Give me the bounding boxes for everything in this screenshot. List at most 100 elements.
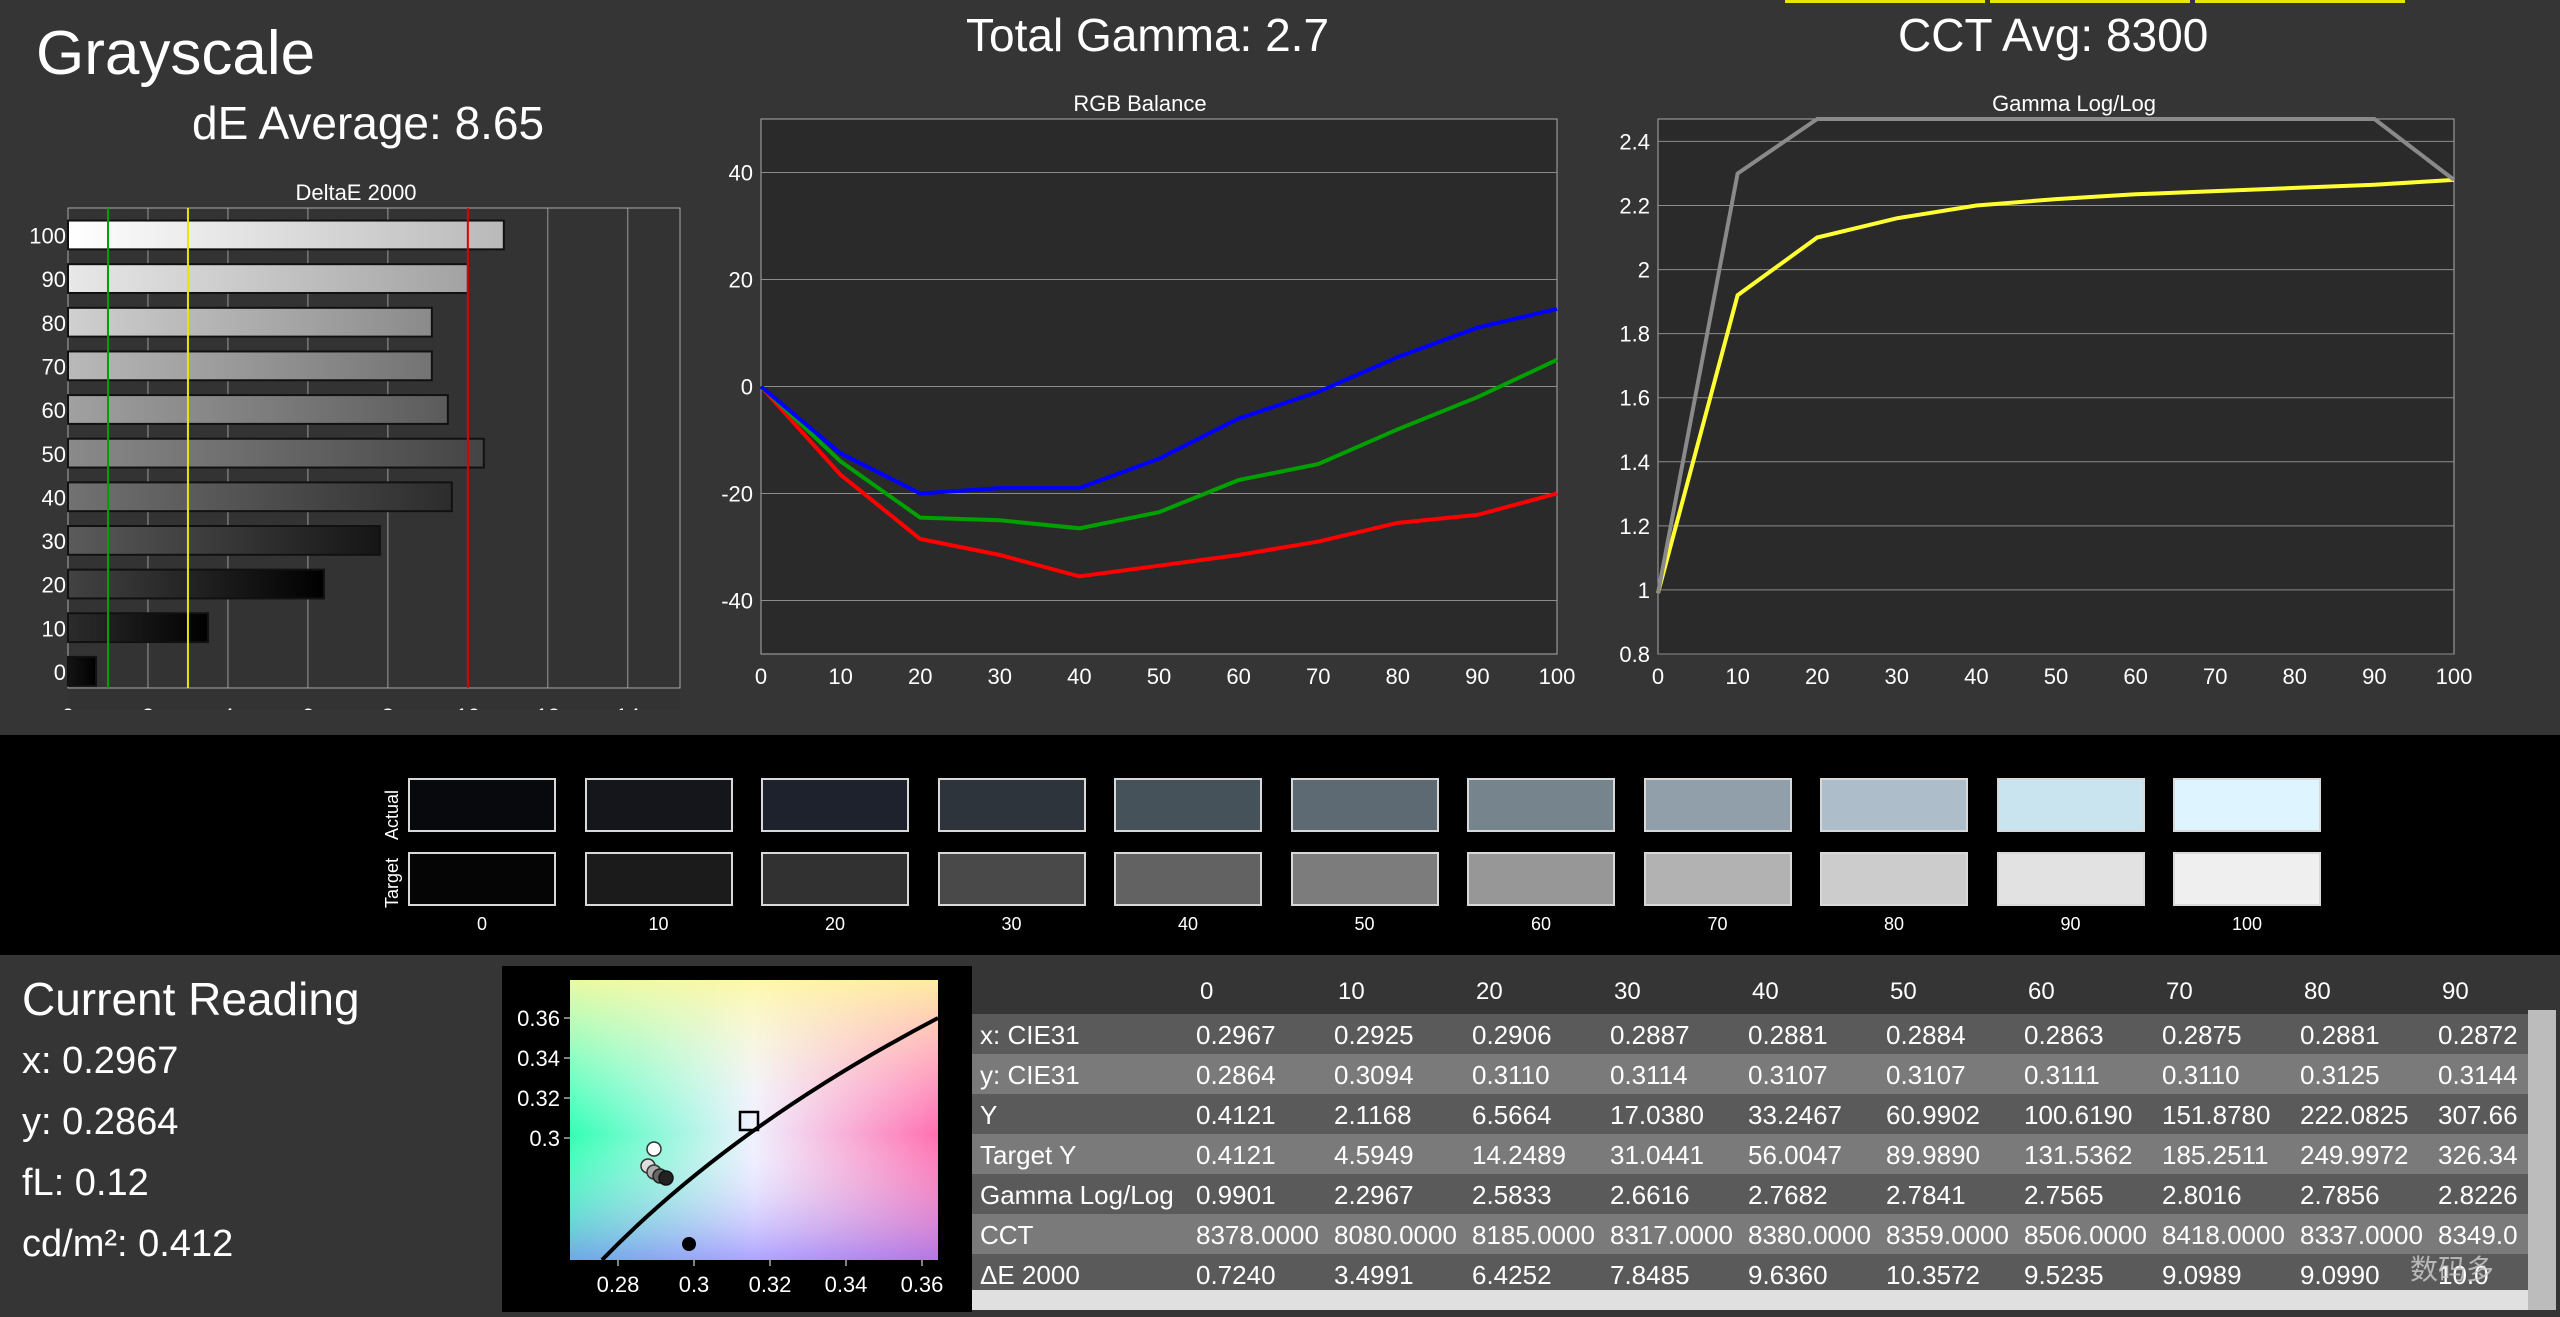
row-label: Target Y <box>980 1140 1077 1170</box>
table-cell: 2.7682 <box>1748 1180 1828 1210</box>
column-header: 0 <box>1200 978 1214 1005</box>
watermark: 数码多 <box>2410 1254 2495 1285</box>
table-cell: 8359.0000 <box>1886 1220 2009 1250</box>
horizontal-scrollbar[interactable] <box>972 1290 2528 1310</box>
gm-x-tick: 10 <box>1725 664 1749 689</box>
table-cell: 9.6360 <box>1748 1260 1828 1290</box>
column-header: 60 <box>2028 978 2055 1005</box>
gm-x-tick: 70 <box>2203 664 2227 689</box>
rgb-series-line <box>759 385 1558 579</box>
deltae-y-tick: 60 <box>42 398 66 423</box>
rgb-y-tick: -40 <box>721 589 753 614</box>
gm-x-tick: 30 <box>1885 664 1909 689</box>
gm-series-line <box>1656 117 2456 594</box>
table-cell: 0.2881 <box>2300 1020 2380 1050</box>
vertical-scrollbar[interactable] <box>2528 1010 2556 1310</box>
rgb-y-tick: 0 <box>741 375 753 400</box>
table-cell: 2.8226 <box>2438 1180 2518 1210</box>
table-cell: 0.3114 <box>1610 1060 1688 1090</box>
table-cell: 0.4121 <box>1196 1100 1276 1130</box>
table-cell: 0.3110 <box>1472 1060 1550 1090</box>
reading-point <box>658 1170 674 1186</box>
actual-swatch <box>408 778 556 832</box>
actual-swatch <box>1290 778 1439 832</box>
gm-y-tick: 2.2 <box>1619 193 1650 218</box>
table-cell: 60.9902 <box>1886 1100 1980 1130</box>
cie-y-tick: 0.36 <box>517 1006 560 1031</box>
target-swatch <box>1290 852 1439 906</box>
column-header: 80 <box>2304 978 2331 1005</box>
gm-y-tick: 2.4 <box>1619 129 1650 154</box>
deltae-y-tick: 50 <box>42 442 66 467</box>
swatch-label: 50 <box>1354 914 1375 934</box>
table-cell: 0.7240 <box>1196 1260 1276 1290</box>
target-swatch <box>1820 852 1968 906</box>
target-swatch <box>408 852 556 906</box>
table-cell: 0.2864 <box>1196 1060 1276 1090</box>
swatch-label: 40 <box>1177 914 1199 934</box>
rgb-x-tick: 90 <box>1465 664 1489 689</box>
table-cell: 0.3144 <box>2438 1060 2518 1090</box>
swatch-label: 0 <box>476 914 487 934</box>
cct-average: CCT Avg: 8300 <box>1898 9 2209 61</box>
deltae-bar <box>67 437 485 469</box>
table-cell: 2.7565 <box>2024 1180 2104 1210</box>
total-gamma: Total Gamma: 2.7 <box>966 9 1330 61</box>
table-cell: 17.0380 <box>1610 1100 1704 1130</box>
column-header: 30 <box>1614 978 1641 1005</box>
column-header: 40 <box>1752 978 1779 1005</box>
deltae-x-tick: 8 <box>382 704 394 710</box>
table-cell: 9.0990 <box>2300 1260 2380 1290</box>
table-cell: 326.34 <box>2438 1140 2518 1170</box>
gm-x-tick: 100 <box>2436 664 2473 689</box>
table-cell: 0.2887 <box>1610 1020 1690 1050</box>
actual-swatch <box>937 778 1086 832</box>
deltae-bar <box>67 263 469 294</box>
cie-x-tick: 0.32 <box>749 1272 792 1297</box>
table-cell: 185.2511 <box>2162 1140 2269 1170</box>
table-cell: 0.3111 <box>2024 1060 2100 1090</box>
rgb-x-tick: 0 <box>755 664 767 689</box>
deltae-x-tick: 6 <box>302 704 314 710</box>
table-cell: 2.8016 <box>2162 1180 2242 1210</box>
swatch-label: 100 <box>2231 914 2263 934</box>
gm-x-tick: 20 <box>1805 664 1829 689</box>
deltae-bar <box>67 350 433 382</box>
gm-y-tick: 1 <box>1638 578 1650 603</box>
table-cell: 0.2925 <box>1334 1020 1414 1050</box>
deltae-y-tick: 100 <box>29 224 66 249</box>
table-cell: 8317.0000 <box>1610 1220 1733 1250</box>
deltae-y-tick: 40 <box>42 485 66 510</box>
cie-x-tick: 0.34 <box>825 1272 868 1297</box>
actual-swatch <box>2173 778 2321 832</box>
table-cell: 0.2872 <box>2438 1020 2518 1050</box>
actual-swatch <box>1643 778 1792 832</box>
target-swatch <box>761 852 909 906</box>
gamma-chart-title: Gamma Log/Log <box>1992 91 2156 116</box>
swatch-label: 70 <box>1707 914 1728 934</box>
gm-x-tick: 60 <box>2123 664 2147 689</box>
table-row: Gamma Log/Log 0.9901 2.2967 2.5833 2.6616 2.7… <box>972 1174 2528 1214</box>
swatch-label: 30 <box>1001 914 1022 934</box>
deltae-y-tick: 70 <box>42 354 66 379</box>
target-swatch <box>1467 852 1615 906</box>
table-cell: 8349.0 <box>2438 1220 2518 1250</box>
rgb-x-tick: 100 <box>1539 664 1576 689</box>
table-cell: 8418.0000 <box>2162 1220 2285 1250</box>
table-cell: 0.2884 <box>1886 1020 1966 1050</box>
table-cell: 14.2489 <box>1472 1140 1566 1170</box>
rgb-x-tick: 50 <box>1147 664 1171 689</box>
column-header: 10 <box>1338 978 1365 1005</box>
swatch-strip: Actual Target 0 10 20 30 40 50 60 70 80 90 100 <box>378 768 2338 948</box>
table-cell: 0.2967 <box>1196 1020 1276 1050</box>
swatch-label: 90 <box>2060 914 2081 934</box>
target-swatch <box>584 852 733 906</box>
gm-y-tick: 0.8 <box>1619 642 1650 667</box>
actual-swatch <box>1114 778 1262 832</box>
reading-x: x: 0.2967 <box>22 1040 179 1082</box>
swatch-label: 80 <box>1883 914 1905 934</box>
table-cell: 0.3107 <box>1886 1060 1966 1090</box>
table-cell: 2.7856 <box>2300 1180 2380 1210</box>
column-header: 70 <box>2166 978 2193 1005</box>
planckian-locus <box>600 1016 939 1262</box>
